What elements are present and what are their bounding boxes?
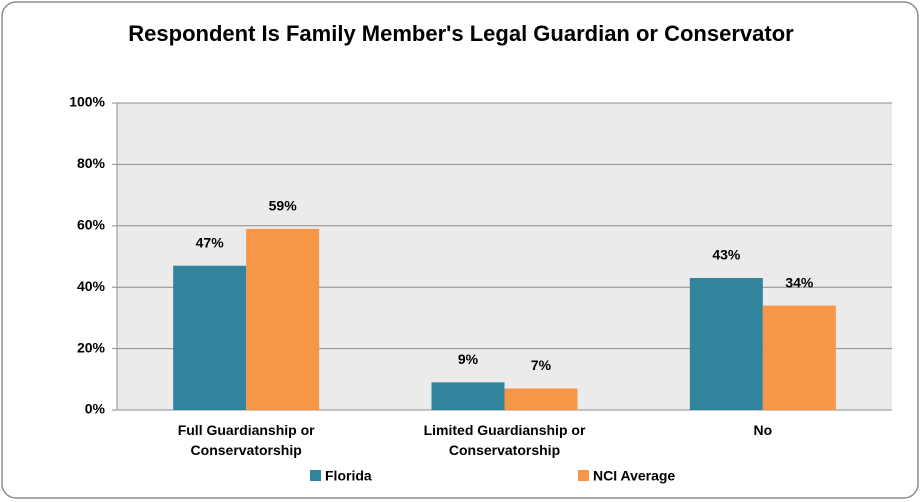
value-label: 7% <box>531 357 552 373</box>
bar <box>504 388 578 410</box>
bar <box>246 228 320 410</box>
y-tick-label: 80% <box>77 155 106 171</box>
x-tick-label: No <box>753 422 773 438</box>
y-tick-label: 100% <box>69 94 105 110</box>
y-tick-label: 60% <box>77 217 106 233</box>
legend-label: NCI Average <box>593 468 675 484</box>
x-tick-label: Limited Guardianship or Conservatorship <box>423 422 586 458</box>
chart-title: Respondent Is Family Member's Legal Guar… <box>128 21 794 46</box>
y-tick-label: 40% <box>77 278 106 294</box>
x-tick-label: Full Guardianship or Conservatorship <box>177 422 315 458</box>
value-label: 59% <box>269 198 298 214</box>
bar <box>762 305 836 410</box>
legend-label: Florida <box>325 468 372 484</box>
bar <box>173 265 247 410</box>
legend-swatch <box>310 470 321 481</box>
y-tick-label: 0% <box>85 401 106 417</box>
bar <box>431 382 505 410</box>
y-tick-label: 20% <box>77 339 106 355</box>
legend-swatch <box>578 470 589 481</box>
value-label: 34% <box>785 274 814 290</box>
bar <box>689 277 763 410</box>
value-label: 43% <box>712 247 741 263</box>
value-label: 9% <box>458 351 479 367</box>
value-label: 47% <box>196 234 225 250</box>
